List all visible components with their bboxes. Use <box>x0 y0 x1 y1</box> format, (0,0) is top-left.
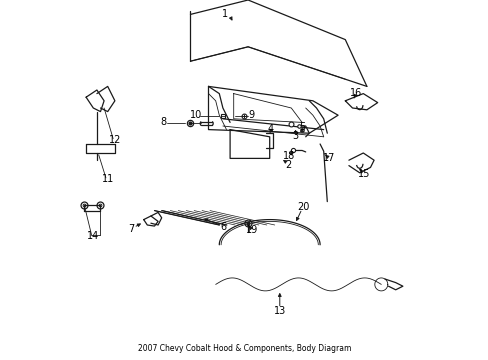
Text: 6: 6 <box>220 222 226 232</box>
Text: 20: 20 <box>296 202 309 212</box>
Text: 2007 Chevy Cobalt Hood & Components, Body Diagram: 2007 Chevy Cobalt Hood & Components, Bod… <box>138 344 350 353</box>
Text: 4: 4 <box>267 123 273 134</box>
Text: 8: 8 <box>160 117 166 127</box>
Text: 9: 9 <box>248 110 254 120</box>
Text: 3: 3 <box>292 131 298 141</box>
Text: 14: 14 <box>86 231 99 241</box>
Text: 7: 7 <box>128 224 134 234</box>
Text: 18: 18 <box>282 151 294 161</box>
Text: 16: 16 <box>349 87 362 98</box>
Text: 11: 11 <box>102 174 114 184</box>
Text: 2: 2 <box>285 159 291 170</box>
Text: 1: 1 <box>221 9 227 19</box>
Text: 5: 5 <box>298 122 305 132</box>
Text: 19: 19 <box>245 225 257 235</box>
Text: 10: 10 <box>189 110 202 120</box>
Text: 12: 12 <box>109 135 122 145</box>
Text: 15: 15 <box>357 168 369 179</box>
Text: 17: 17 <box>323 153 335 163</box>
Text: 13: 13 <box>273 306 285 316</box>
